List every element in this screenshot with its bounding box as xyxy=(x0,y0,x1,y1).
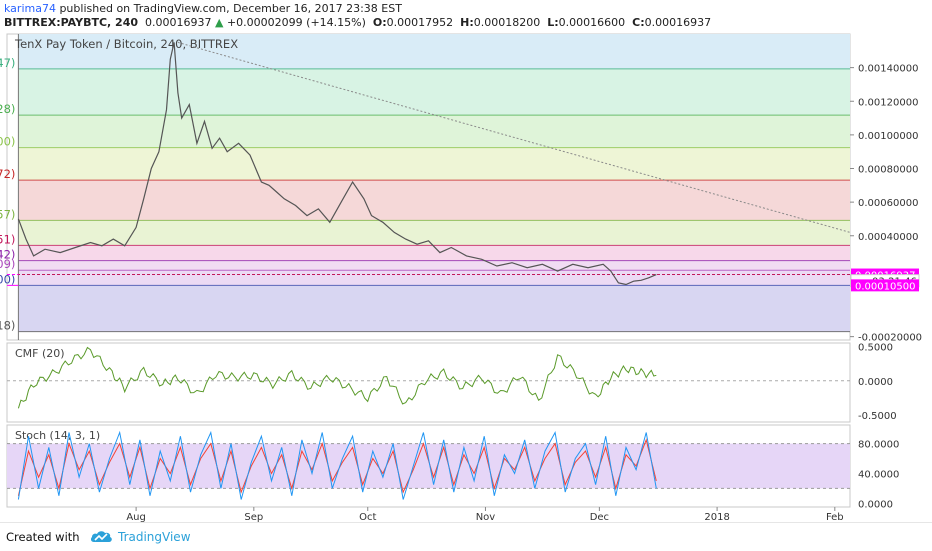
low-value: 0.00016600 xyxy=(558,16,626,29)
cmf-panel-frame xyxy=(6,342,851,423)
low-label: L: xyxy=(547,16,559,29)
fib-band xyxy=(18,260,850,271)
author-link[interactable]: karima74 xyxy=(4,2,56,15)
fib-band xyxy=(18,180,850,221)
close-label: C: xyxy=(632,16,645,29)
cmf-panel: CMF (20) 0.5000 0.0000 -0.5000 xyxy=(7,342,897,422)
y-tick-label: 0.00100000 xyxy=(858,131,918,142)
fib-band xyxy=(18,220,850,246)
fib-level-label: 0.786(0.00139247) xyxy=(0,56,15,70)
tradingview-brand-link[interactable]: TradingView xyxy=(118,530,191,544)
up-arrow-icon: ▲ xyxy=(215,16,224,29)
high-value: 0.00018200 xyxy=(473,16,541,29)
fib-band xyxy=(18,34,850,69)
y-tick-label: 0.00060000 xyxy=(858,198,918,209)
publish-line: karima74 published on TradingView.com, D… xyxy=(4,2,402,15)
fib-band xyxy=(18,147,850,181)
symbol-label: BITTREX:PAYBTC, 240 xyxy=(4,16,139,29)
fib-band xyxy=(18,285,850,332)
last-price: 0.00016937 xyxy=(145,16,212,29)
tradingview-cloud-icon xyxy=(90,531,112,542)
price-change: +0.00002099 (+14.15%) xyxy=(226,16,366,29)
time-axis: Aug Sep Oct Nov Dec 2018 Feb xyxy=(126,507,844,523)
y-tick-label: 0.00040000 xyxy=(858,232,918,243)
x-tick-label: 2018 xyxy=(704,512,729,523)
x-tick-label: Nov xyxy=(476,512,496,523)
high-label: H: xyxy=(460,16,474,29)
price-line xyxy=(17,42,657,286)
fib-band xyxy=(18,245,850,261)
fib-band xyxy=(18,115,850,148)
fib-level-label: 0.145(0.00034251) xyxy=(0,232,15,246)
fib-level-label: 0.618(0.00111728) xyxy=(0,102,15,116)
open-label: O: xyxy=(372,16,387,29)
ohlc-line: BITTREX:PAYBTC, 240 0.00016937 ▲ +0.0000… xyxy=(4,16,711,29)
close-value: 0.00016937 xyxy=(644,16,712,29)
y-tick-label: 0.00080000 xyxy=(858,165,918,176)
stoch-title: Stoch (14, 3, 1) xyxy=(15,429,100,442)
y-tick-label: 0.00140000 xyxy=(858,64,918,75)
cmf-line xyxy=(17,346,657,409)
stoch-panel: Stoch (14, 3, 1) 80.0000 40.0000 0.0000 xyxy=(7,429,899,510)
main-price-panel: 0.786(0.00139247) 0.618(0.00111728) 0.5(0.… xyxy=(0,34,922,344)
price-badge xyxy=(851,279,919,292)
price-badge-label: 0.00010500 xyxy=(855,281,915,292)
cmf-title: CMF (20) xyxy=(15,347,65,360)
x-tick-label: Dec xyxy=(590,512,609,523)
x-tick-label: Oct xyxy=(359,512,376,523)
fib-level-label: 0.055(0.00019509) xyxy=(0,257,15,271)
fib-level-label: 0.382(0.00073072) xyxy=(0,167,15,181)
fib-level-label: 0.236(0.00049157) xyxy=(0,207,15,221)
x-tick-label: Feb xyxy=(826,512,844,523)
chart-title: TenX Pay Token / Bitcoin, 240, BITTREX xyxy=(14,37,238,51)
footer: Created with TradingView xyxy=(0,522,932,551)
stoch-k-line xyxy=(17,430,657,500)
stoch-tick-label: 40.0000 xyxy=(858,469,899,480)
stoch-tick-label: 0.0000 xyxy=(858,499,893,510)
fib-level-label: 0.09(0.00025242) xyxy=(0,248,15,262)
open-value: 0.00017952 xyxy=(386,16,454,29)
y-tick-label: 0.00120000 xyxy=(858,97,918,108)
fib-level-label: 0.5(0.00092400) xyxy=(0,135,15,149)
cmf-tick-label: 0.0000 xyxy=(858,377,893,388)
fib-level-label: 0(0.00010500) xyxy=(0,272,15,286)
stoch-tick-label: 80.0000 xyxy=(858,440,899,451)
fib-band xyxy=(18,68,850,116)
fib-band xyxy=(18,270,850,286)
fib-level-label: -0.168(-0.00017018) xyxy=(0,319,15,333)
y-tick-label: -0.00020000 xyxy=(858,333,922,344)
publish-info: published on TradingView.com, December 1… xyxy=(55,2,402,15)
chart-header: karima74 published on TradingView.com, D… xyxy=(0,0,932,32)
trend-line xyxy=(177,41,851,233)
created-with-label: Created with xyxy=(6,530,80,544)
x-tick-label: Sep xyxy=(244,512,263,523)
x-tick-label: Aug xyxy=(126,512,146,523)
cmf-tick-label: 0.5000 xyxy=(858,342,893,353)
cmf-tick-label: -0.5000 xyxy=(858,411,897,422)
